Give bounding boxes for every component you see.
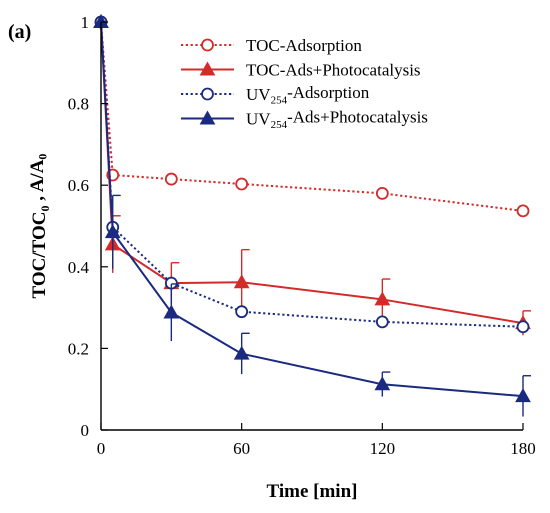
y-tick-label: 0 — [81, 421, 90, 440]
legend-label: TOC-Adsorption — [246, 36, 362, 55]
data-point — [516, 204, 530, 218]
data-point — [233, 345, 250, 360]
legend-entry-uv254-ads-photocatalysis: UV254-Ads+Photocatalysis — [181, 108, 428, 131]
legend-label: UV254-Adsorption — [246, 83, 370, 106]
legend-label: UV254-Ads+Photocatalysis — [246, 108, 428, 131]
legend-entry-toc-adsorption: TOC-Adsorption — [181, 36, 362, 55]
data-point — [374, 291, 391, 306]
x-tick-label: 60 — [233, 439, 250, 458]
legend-marker — [201, 38, 214, 52]
legend-marker — [201, 87, 214, 101]
x-tick-label: 120 — [370, 439, 396, 458]
panel-label: (a) — [8, 21, 31, 43]
data-point — [516, 320, 530, 334]
legend-label: TOC-Ads+Photocatalysis — [246, 61, 421, 80]
series-toc-adsorption — [94, 15, 530, 218]
y-tick-label: 0.8 — [68, 95, 89, 114]
legend-marker — [199, 110, 216, 125]
series-line-uv254-ads-photocatalysis — [100, 21, 524, 398]
series-line-toc-adsorption — [100, 21, 524, 212]
y-tick-label: 0.6 — [68, 176, 89, 195]
data-point — [375, 186, 389, 200]
x-axis-title: Time [min] — [267, 481, 358, 502]
data-point — [233, 274, 250, 289]
data-point — [235, 305, 249, 319]
x-tick-label: 180 — [510, 439, 536, 458]
y-tick-label: 0.4 — [68, 258, 90, 277]
legend-marker — [199, 61, 216, 76]
legend-entry-uv254-adsorption: UV254-Adsorption — [181, 83, 370, 107]
y-axis-title: TOC/TOC0 , A/A0 — [27, 154, 52, 299]
data-point — [374, 376, 391, 391]
data-point — [235, 177, 249, 191]
data-point — [375, 315, 389, 329]
y-tick-label: 1 — [81, 13, 90, 32]
data-point — [163, 304, 180, 319]
x-tick-label: 0 — [97, 439, 106, 458]
axes: 0 0.2 0.4 0.6 0.8 1 0 60 120 180 Time [min] TOC/TOC… — [27, 13, 536, 502]
series-uv254-ads-photocatalysis — [93, 13, 531, 417]
data-point — [515, 388, 531, 403]
plot-area — [93, 13, 531, 417]
data-point — [164, 172, 178, 186]
data-point — [104, 224, 121, 239]
legend: TOC-Adsorption TOC-Ads+Photocatalysis UV25… — [181, 36, 428, 131]
y-tick-label: 0.2 — [68, 339, 89, 358]
legend-entry-toc-ads-photocatalysis: TOC-Ads+Photocatalysis — [181, 61, 421, 80]
